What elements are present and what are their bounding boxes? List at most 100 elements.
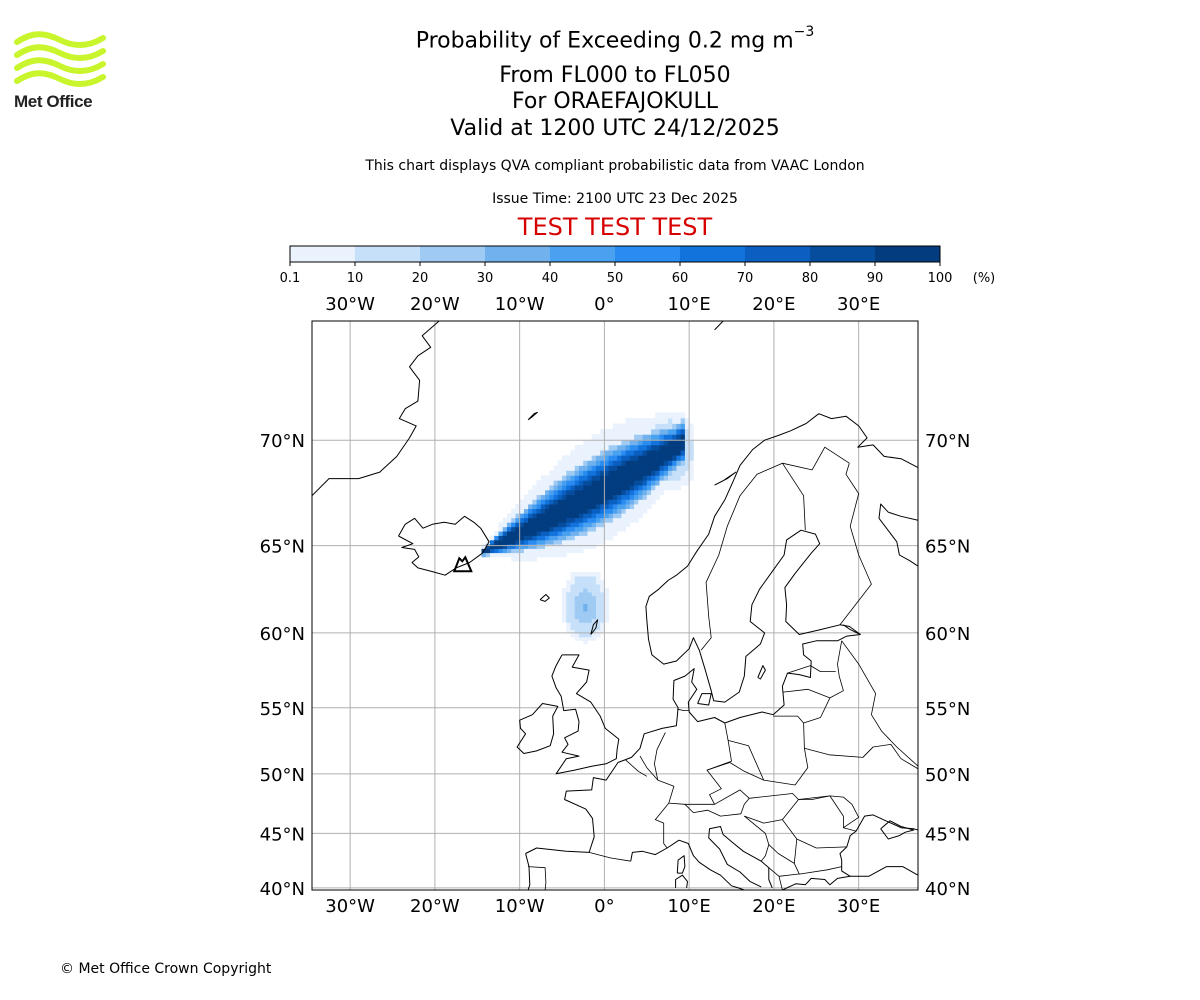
ash-cell xyxy=(498,544,504,549)
ash-cell xyxy=(523,544,529,549)
lon-label-top: 20°W xyxy=(410,294,460,315)
ash-cell xyxy=(536,513,542,519)
ash-cell xyxy=(667,475,673,481)
ash-cell xyxy=(583,607,588,612)
colorbar-tick-label: 80 xyxy=(802,271,819,286)
ash-cell xyxy=(646,450,652,456)
ash-cell xyxy=(595,599,601,604)
ash-cell xyxy=(511,522,516,528)
ash-cell xyxy=(646,444,652,451)
ash-cell xyxy=(574,508,580,514)
ash-cell xyxy=(566,548,571,554)
valid-time: Valid at 1200 UTC 24/12/2025 xyxy=(450,116,780,141)
coastline-adriatic xyxy=(708,826,773,889)
ash-cell xyxy=(638,434,643,441)
ash-cell xyxy=(583,588,588,593)
ash-cell xyxy=(625,513,631,519)
ash-cell xyxy=(604,522,610,528)
ash-cell xyxy=(578,576,584,581)
ash-cell xyxy=(646,489,652,496)
ash-cell xyxy=(629,417,635,424)
ash-cell xyxy=(532,548,538,554)
ash-cell xyxy=(612,439,618,446)
ash-cell xyxy=(591,614,597,620)
ash-cell xyxy=(523,522,529,528)
colorbar-tick-label: 70 xyxy=(737,271,754,286)
ash-cell xyxy=(536,494,542,500)
ash-cell xyxy=(663,465,669,471)
ash-cell xyxy=(502,544,508,549)
ash-cell xyxy=(595,607,601,612)
ash-cell xyxy=(549,508,554,514)
ash-cell xyxy=(570,489,576,496)
ash-cell xyxy=(642,508,648,514)
ash-cell xyxy=(591,450,597,456)
ash-cell xyxy=(549,504,554,510)
ash-cell xyxy=(591,460,597,466)
ash-cell xyxy=(523,531,529,536)
ash-cell xyxy=(528,517,533,523)
ash-cell xyxy=(540,531,546,536)
ash-cell xyxy=(625,504,631,510)
ash-cell xyxy=(506,522,512,528)
ash-cell xyxy=(511,513,516,519)
ash-cell xyxy=(604,603,610,608)
ash-cell xyxy=(638,423,643,430)
colorbar-tick-label: 0.1 xyxy=(280,271,300,286)
ash-cell xyxy=(583,460,588,466)
ash-cell xyxy=(689,460,694,466)
ash-cell xyxy=(612,499,618,505)
national-border xyxy=(862,746,874,758)
ash-cell xyxy=(583,480,588,486)
ash-cell xyxy=(574,603,580,608)
ash-cell xyxy=(549,494,554,500)
ash-cell xyxy=(570,588,576,593)
ash-cell xyxy=(646,417,652,424)
ash-cell xyxy=(540,499,546,505)
colorbar-swatch xyxy=(290,246,356,262)
ash-cell xyxy=(663,455,669,461)
ash-cell xyxy=(667,460,673,466)
ash-cell xyxy=(574,572,580,577)
ash-cell xyxy=(511,539,516,545)
ash-cell xyxy=(587,485,593,491)
ash-cell xyxy=(625,470,631,476)
ash-cell xyxy=(566,611,571,616)
ash-cell xyxy=(583,599,588,604)
volcano-name: For ORAEFAJOKULL xyxy=(512,89,718,114)
ash-cell xyxy=(651,455,656,461)
ash-cell xyxy=(642,444,648,451)
lat-label-right: 60°N xyxy=(925,624,970,645)
axis-labels: 30°W 30°W 20°W 20°W 10°W 10°W 0° 0° 10°E 10°E 20°E… xyxy=(260,294,971,917)
ash-cell xyxy=(523,526,529,532)
ash-cell xyxy=(655,485,660,491)
ash-cell xyxy=(680,455,686,461)
ash-cell xyxy=(536,499,542,505)
ash-cell xyxy=(642,460,648,466)
ash-cell xyxy=(659,475,665,481)
ash-cell xyxy=(604,618,610,623)
ash-cell xyxy=(595,580,601,585)
disclaimer-text: This chart displays QVA compliant probab… xyxy=(365,158,865,174)
ash-cell xyxy=(634,513,639,519)
ash-cell xyxy=(532,552,538,558)
ash-cell xyxy=(519,535,525,541)
ash-cell xyxy=(557,522,563,528)
national-border xyxy=(783,688,831,699)
ash-cell xyxy=(642,428,648,435)
ash-cell xyxy=(485,539,491,545)
ash-cell xyxy=(591,517,597,523)
ash-cell xyxy=(600,618,605,623)
ash-cell xyxy=(549,552,554,558)
ash-cell xyxy=(532,489,538,496)
ash-cell xyxy=(629,423,635,430)
ash-cell xyxy=(667,455,673,461)
ash-cell xyxy=(684,450,690,456)
ash-cell xyxy=(502,531,508,536)
coastlines xyxy=(312,321,918,890)
ash-cell xyxy=(642,423,648,430)
ash-cell xyxy=(617,439,622,446)
ash-cell xyxy=(600,622,605,627)
ash-cell xyxy=(511,531,516,536)
ash-cell xyxy=(570,548,576,554)
